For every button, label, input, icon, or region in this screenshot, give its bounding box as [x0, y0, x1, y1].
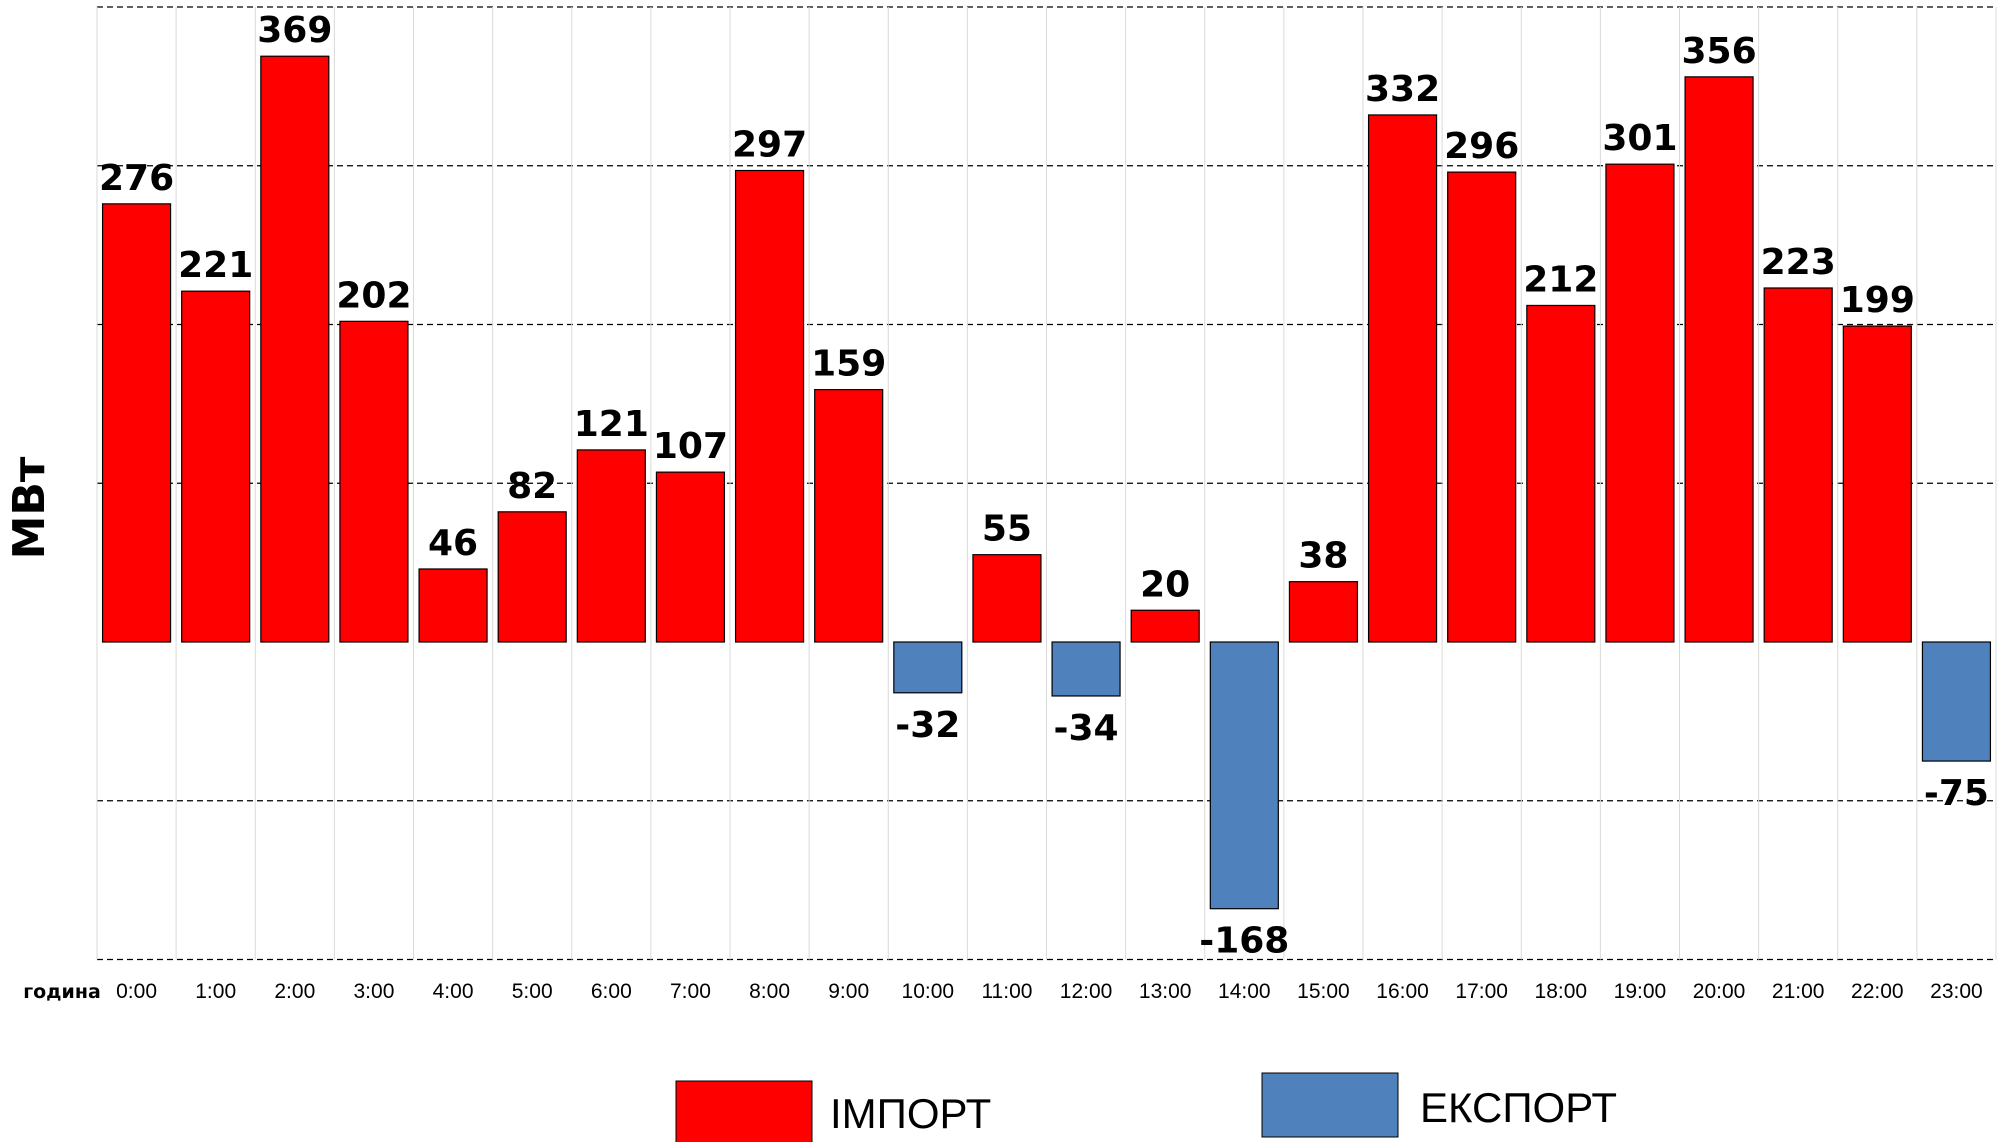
x-tick-label: 2:00	[274, 980, 315, 1003]
data-label: 46	[428, 523, 478, 564]
x-tick-label: 14:00	[1218, 980, 1271, 1003]
x-tick-label: 21:00	[1772, 980, 1825, 1003]
bar-8-00	[734, 169, 805, 643]
bar-14-00	[1209, 641, 1279, 910]
x-tick-label: 5:00	[512, 980, 553, 1003]
bar-4-00	[418, 568, 488, 643]
data-label: -32	[895, 705, 960, 746]
legend-label-import: ІМПОРТ	[830, 1090, 991, 1137]
bar-13-00	[1130, 609, 1200, 643]
y-axis-label: МВт	[4, 456, 55, 559]
data-label: 121	[574, 404, 649, 445]
x-tick-label: 3:00	[354, 980, 395, 1003]
x-tick-label: 10:00	[902, 980, 955, 1003]
x-tick-label: 7:00	[670, 980, 711, 1003]
x-tick-label: 22:00	[1851, 980, 1904, 1003]
bar-18-00	[1526, 304, 1596, 643]
data-label: -34	[1054, 708, 1119, 749]
x-tick-label: 16:00	[1376, 980, 1429, 1003]
grid	[96, 6, 1997, 961]
data-label: 159	[811, 344, 886, 385]
x-axis-ticks: 0:00 1:00 2:00 3:00 4:00 5:00 6:00 7:00 8:00 9:00…	[116, 980, 1983, 1003]
data-label: 199	[1840, 280, 1915, 321]
bar-2-00	[260, 55, 330, 643]
bar-19-00	[1605, 163, 1675, 643]
data-label: 202	[336, 275, 411, 316]
data-label: -75	[1924, 773, 1989, 814]
bar-17-00	[1447, 171, 1517, 643]
bar-9-00	[814, 388, 884, 643]
bar-6-00	[576, 449, 646, 643]
bar-22-00	[1842, 325, 1912, 643]
bar-11-00	[972, 554, 1042, 643]
bar-7-00	[655, 471, 726, 643]
data-label: 276	[99, 158, 174, 199]
bar-1-00	[181, 290, 251, 643]
x-tick-label: 20:00	[1693, 980, 1746, 1003]
x-tick-label: 8:00	[749, 980, 790, 1003]
legend-swatch-import	[675, 1080, 813, 1142]
bar-10-00	[893, 641, 963, 694]
data-label: 82	[507, 466, 557, 507]
x-tick-label: 6:00	[591, 980, 632, 1003]
x-tick-label: 9:00	[828, 980, 869, 1003]
bar-12-00	[1051, 641, 1121, 697]
x-tick-label: 15:00	[1297, 980, 1350, 1003]
data-label: 221	[178, 245, 253, 286]
bars	[101, 55, 1992, 910]
bar-3-00	[339, 320, 409, 643]
bar-16-00	[1367, 114, 1438, 643]
data-label: 356	[1681, 31, 1756, 72]
x-tick-label: 13:00	[1139, 980, 1192, 1003]
legend-label-export: ЕКСПОРТ	[1420, 1084, 1617, 1131]
data-label: 212	[1523, 259, 1598, 300]
data-label: 301	[1602, 118, 1677, 159]
bar-23-00	[1921, 641, 1992, 762]
x-tick-label: 17:00	[1455, 980, 1508, 1003]
x-tick-label: 12:00	[1060, 980, 1113, 1003]
bar-21-00	[1763, 287, 1833, 643]
bar-15-00	[1288, 581, 1359, 643]
x-tick-label: 0:00	[116, 980, 157, 1003]
data-label: 55	[982, 509, 1032, 550]
x-tick-label: 11:00	[981, 980, 1032, 1003]
data-label: 223	[1761, 242, 1836, 283]
data-label: 20	[1140, 564, 1190, 605]
bar-0-00	[101, 203, 172, 643]
x-axis-label: година	[23, 981, 101, 1003]
legend: ІМПОРТ ЕКСПОРТ	[675, 1072, 1617, 1142]
data-label: 38	[1298, 536, 1348, 577]
x-tick-label: 19:00	[1614, 980, 1667, 1003]
x-tick-label: 23:00	[1930, 980, 1983, 1003]
data-label: 296	[1444, 126, 1519, 167]
data-label: 107	[653, 426, 728, 467]
x-tick-label: 4:00	[433, 980, 474, 1003]
x-tick-label: 1:00	[195, 980, 236, 1003]
bar-5-00	[497, 511, 567, 643]
data-label: 369	[257, 10, 332, 51]
data-label: -168	[1199, 921, 1289, 962]
bar-20-00	[1684, 76, 1754, 643]
x-tick-label: 18:00	[1535, 980, 1588, 1003]
data-label: 332	[1365, 69, 1440, 110]
data-label: 297	[732, 125, 807, 166]
legend-swatch-export	[1261, 1072, 1399, 1138]
